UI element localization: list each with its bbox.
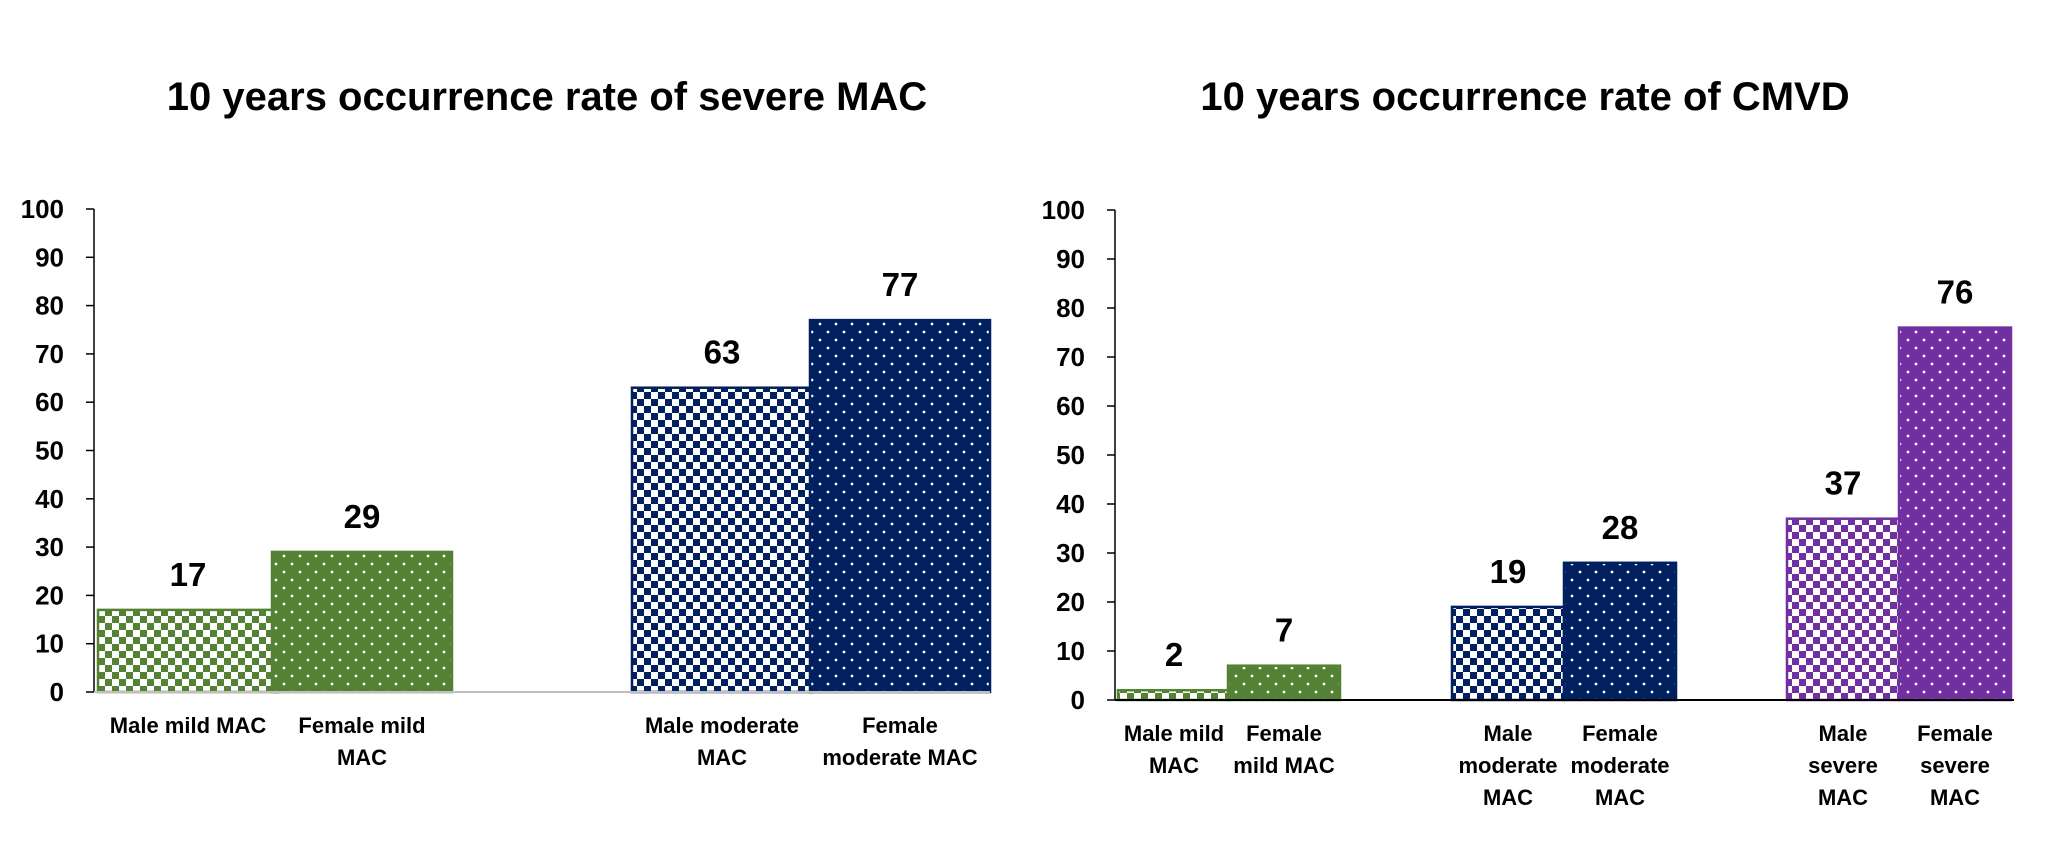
y-tick-label: 50 bbox=[1056, 440, 1085, 470]
y-tick-label: 20 bbox=[35, 580, 64, 610]
chart-title: 10 years occurrence rate of severe MAC bbox=[167, 75, 927, 119]
bar bbox=[1226, 664, 1342, 702]
data-label: 37 bbox=[1825, 465, 1862, 502]
data-label: 7 bbox=[1275, 612, 1293, 649]
y-tick-label: 70 bbox=[1056, 342, 1085, 372]
y-tick-label: 70 bbox=[35, 339, 64, 369]
bar bbox=[808, 318, 992, 694]
y-tick-label: 40 bbox=[35, 484, 64, 514]
y-tick-label: 40 bbox=[1056, 489, 1085, 519]
data-label: 28 bbox=[1602, 509, 1639, 546]
bar bbox=[1785, 517, 1901, 702]
y-tick-label: 0 bbox=[50, 677, 64, 707]
category-label: Female mild MAC bbox=[298, 713, 425, 770]
y-tick-label: 100 bbox=[21, 194, 64, 224]
category-label: Male moderate MAC bbox=[1458, 721, 1557, 810]
y-tick-label: 60 bbox=[1056, 391, 1085, 421]
y-tick-label: 30 bbox=[35, 532, 64, 562]
y-tick-label: 90 bbox=[35, 242, 64, 272]
y-tick-label: 60 bbox=[35, 387, 64, 417]
bar bbox=[1562, 561, 1678, 702]
bar bbox=[1897, 326, 2013, 702]
category-label: Female moderate MAC bbox=[1570, 721, 1669, 810]
y-tick-label: 100 bbox=[1042, 195, 1085, 225]
bar bbox=[630, 386, 814, 694]
category-label: Male moderate MAC bbox=[645, 713, 799, 770]
y-tick-label: 80 bbox=[1056, 293, 1085, 323]
chart-cmvd: 10 years occurrence rate of CMVD 0 10 20 30… bbox=[1042, 75, 2014, 810]
y-tick-label: 50 bbox=[35, 436, 64, 466]
bar bbox=[270, 550, 454, 694]
chart-title: 10 years occurrence rate of CMVD bbox=[1200, 75, 1849, 119]
category-label: Female mild MAC bbox=[1233, 721, 1335, 778]
category-label: Female moderate MAC bbox=[822, 713, 977, 770]
y-tick-label: 80 bbox=[35, 291, 64, 321]
y-tick-label: 20 bbox=[1056, 587, 1085, 617]
category-label: Female severe MAC bbox=[1917, 721, 1993, 810]
y-tick-label: 90 bbox=[1056, 244, 1085, 274]
category-label: Male mild MAC bbox=[110, 713, 267, 738]
data-label: 63 bbox=[704, 334, 741, 371]
data-label: 2 bbox=[1165, 636, 1183, 673]
category-label: Male severe MAC bbox=[1808, 721, 1878, 810]
data-label: 17 bbox=[170, 556, 207, 593]
chart-severe-mac: 10 years occurrence rate of severe MAC 0… bbox=[21, 75, 992, 770]
y-tick-label: 0 bbox=[1071, 685, 1085, 715]
y-tick-label: 30 bbox=[1056, 538, 1085, 568]
data-label: 19 bbox=[1490, 553, 1527, 590]
data-label: 29 bbox=[344, 498, 381, 535]
data-label: 77 bbox=[882, 266, 919, 303]
y-tick-label: 10 bbox=[1056, 636, 1085, 666]
bar bbox=[1450, 605, 1566, 702]
bar bbox=[96, 608, 280, 694]
bar bbox=[1116, 688, 1232, 702]
data-label: 76 bbox=[1937, 274, 1974, 311]
category-label: Male mild MAC bbox=[1124, 721, 1224, 778]
y-tick-label: 10 bbox=[35, 629, 64, 659]
